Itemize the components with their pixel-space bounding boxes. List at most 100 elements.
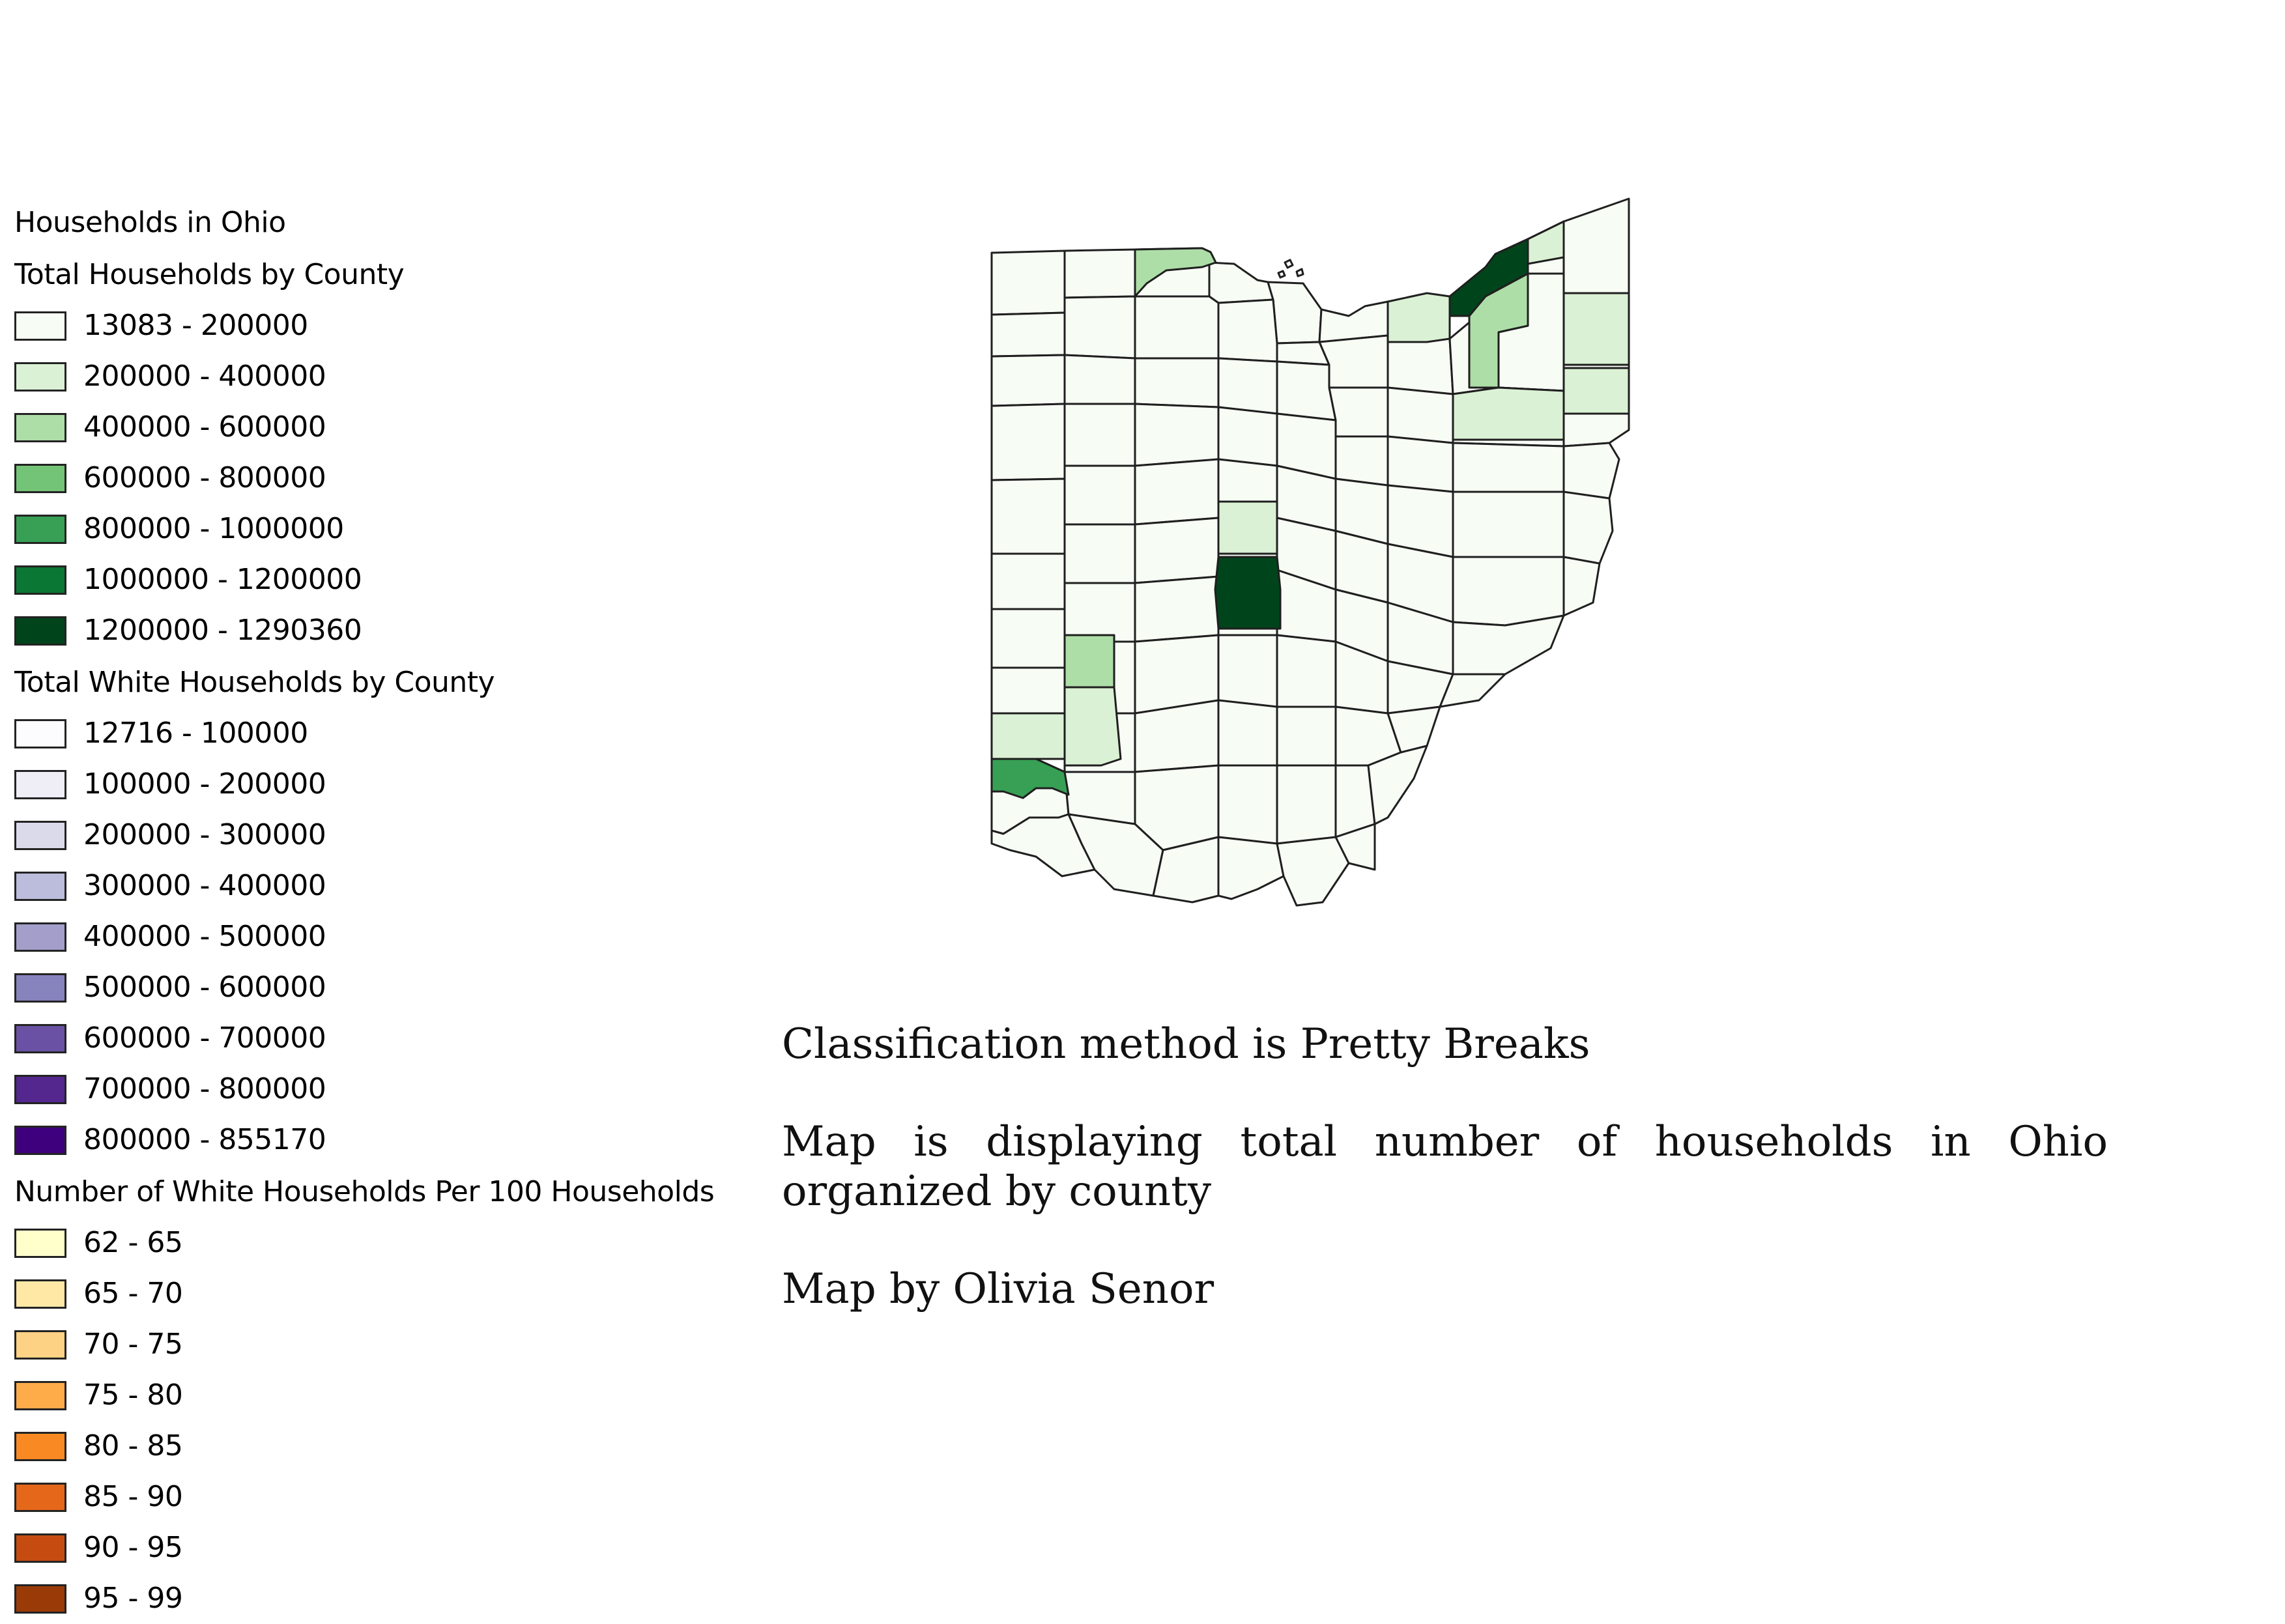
county-outline (1276, 360, 1337, 421)
map-notes: Classification method is Pretty Breaks M… (782, 1019, 2108, 1362)
legend-label: 600000 - 800000 (83, 461, 326, 494)
legend-swatch (14, 1533, 66, 1563)
legend-title: Households in Ohio (14, 206, 286, 239)
county-lake (1527, 220, 1565, 265)
legend-item: 1200000 - 1290360 (14, 605, 757, 656)
island-outline (1295, 268, 1304, 278)
county-outline (990, 311, 1066, 358)
legend-swatch (14, 1482, 66, 1512)
legend-label: 800000 - 855170 (83, 1123, 326, 1156)
legend-label: 400000 - 500000 (83, 920, 326, 953)
county-outline (1134, 699, 1220, 773)
county-outline (1452, 614, 1565, 676)
county-outline (990, 477, 1066, 555)
legend-swatch (14, 362, 66, 392)
lake-erie-islands (1277, 259, 1304, 279)
county-outline (1067, 813, 1164, 897)
county-outline (1063, 464, 1136, 526)
county-outline (1134, 403, 1220, 467)
county-outline (1439, 673, 1506, 708)
county-outline (1562, 556, 1601, 617)
map-author: Map by Olivia Senor (782, 1265, 1214, 1313)
county-outline (1134, 517, 1220, 584)
legend-item: 400000 - 500000 (14, 911, 757, 962)
legend-group-title: Number of White Households Per 100 House… (14, 1175, 715, 1208)
legend-item: 12716 - 100000 (14, 708, 757, 759)
county-delaware (1217, 500, 1278, 555)
county-outline (1063, 582, 1136, 643)
legend-item: 600000 - 700000 (14, 1013, 757, 1064)
county-outline (1134, 458, 1220, 526)
legend-swatch (14, 922, 66, 952)
legend-swatch (14, 1125, 66, 1155)
legend-swatch (14, 1023, 66, 1053)
county-lorain (1387, 292, 1451, 343)
legend-item: 600000 - 800000 (14, 453, 757, 504)
county-montgomery (1063, 634, 1115, 689)
legend-swatch (14, 769, 66, 799)
legend-label: 65 - 70 (83, 1277, 183, 1310)
legend-item: 100000 - 200000 (14, 759, 757, 810)
legend-swatch (14, 1330, 66, 1360)
legend-label: 200000 - 300000 (83, 818, 326, 851)
classification-note: Classification method is Pretty Breaks (782, 1020, 1590, 1068)
legend-item: 400000 - 600000 (14, 402, 757, 453)
county-outline (1063, 523, 1136, 584)
county-outline (1387, 334, 1454, 395)
legend-label: 12716 - 100000 (83, 717, 308, 750)
ohio-county-polygons (990, 197, 1630, 907)
county-outline (1134, 295, 1220, 360)
legend-label: 500000 - 600000 (83, 971, 326, 1004)
county-outline (990, 552, 1066, 610)
legend-label: 600000 - 700000 (83, 1021, 326, 1055)
county-outline (1276, 705, 1337, 767)
legend-swatch (14, 514, 66, 544)
legend-item: 300000 - 400000 (14, 861, 757, 911)
county-outline (1217, 764, 1278, 845)
legend-label: 13083 - 200000 (83, 309, 308, 342)
legend-swatch (14, 973, 66, 1003)
county-warren (1063, 686, 1122, 767)
county-lucas (1134, 247, 1217, 298)
legend-item: 500000 - 600000 (14, 962, 757, 1013)
legend-item: 200000 - 300000 (14, 810, 757, 861)
legend-item: 65 - 70 (14, 1268, 757, 1319)
legend-item: 95 - 99 (14, 1573, 757, 1624)
county-outline (990, 354, 1066, 407)
county-outline (1134, 357, 1220, 408)
legend-label: 400000 - 600000 (83, 410, 326, 444)
island-outline (1284, 259, 1294, 269)
county-outline (1387, 435, 1454, 493)
legend-group-title: Total White Households by County (14, 666, 495, 699)
legend-label: 100000 - 200000 (83, 767, 326, 801)
legend-label: 70 - 75 (83, 1328, 183, 1361)
legend-swatch (14, 565, 66, 595)
legend-item: 13083 - 200000 (14, 300, 757, 351)
county-outline (990, 608, 1066, 669)
legend-swatch (14, 463, 66, 493)
county-outline (1208, 261, 1274, 304)
legend-label: 200000 - 400000 (83, 360, 326, 393)
county-outline (1276, 634, 1337, 708)
legend-item: 62 - 65 (14, 1218, 757, 1268)
county-butler (990, 712, 1066, 760)
legend-item: 200000 - 400000 (14, 351, 757, 402)
legend-label: 85 - 90 (83, 1480, 183, 1513)
legend-label: 300000 - 400000 (83, 869, 326, 902)
county-outline (1152, 836, 1220, 904)
ohio-map-panel (984, 192, 1648, 909)
legend-swatch (14, 719, 66, 748)
county-outline (1276, 836, 1350, 907)
legend-group-white-households: Total White Households by County 12716 -… (14, 665, 757, 1165)
county-mahoning (1562, 367, 1630, 415)
county-outline (1217, 406, 1278, 467)
legend-item: 1000000 - 1200000 (14, 554, 757, 605)
county-outline (1063, 295, 1136, 360)
county-outline (1063, 403, 1136, 467)
county-outline (1562, 491, 1614, 565)
legend-label: 80 - 85 (83, 1429, 183, 1462)
county-outline (1276, 764, 1337, 845)
county-hamilton (990, 758, 1070, 799)
county-outline (1328, 386, 1389, 438)
county-franklin (1214, 556, 1282, 630)
